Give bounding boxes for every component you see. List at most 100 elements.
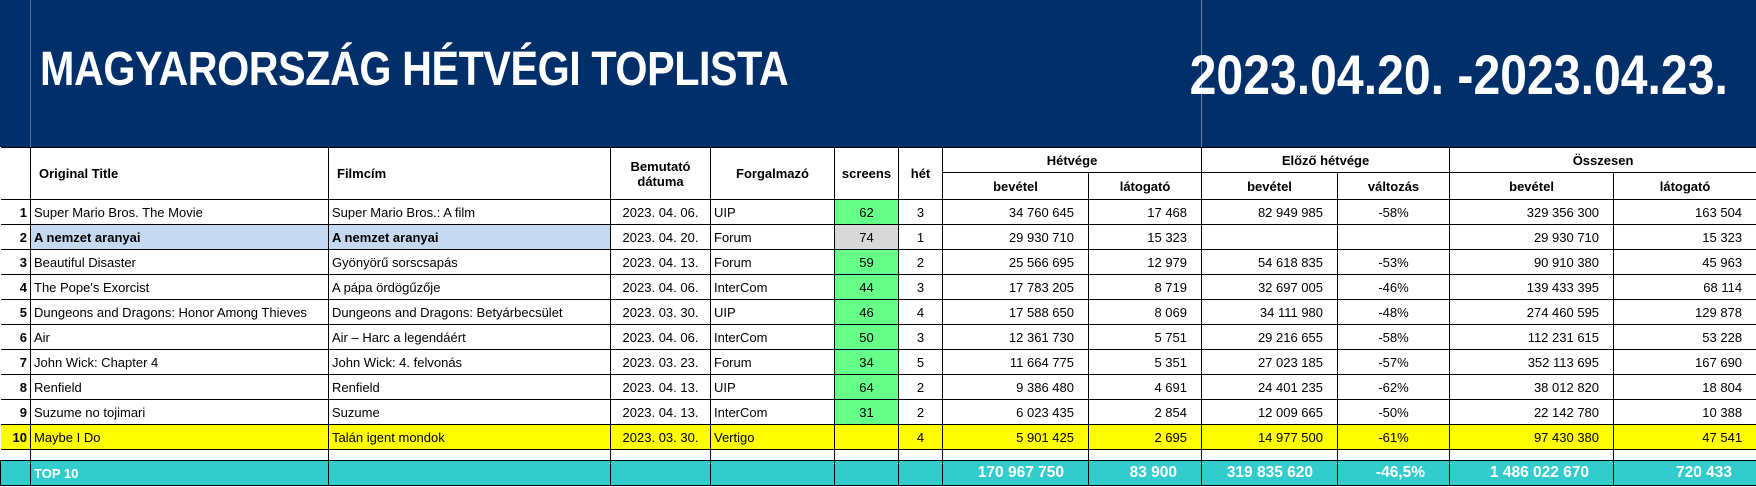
cell-total-revenue: 22 142 780 xyxy=(1449,399,1615,425)
cell-filmcim: Super Mario Bros.: A film xyxy=(328,199,611,225)
header-row-1: Original Title Filmcím Bemutató dátuma Fo… xyxy=(0,147,1756,200)
report-title: MAGYARORSZÁG HÉTVÉGI TOPLISTA xyxy=(40,43,789,96)
row-rank: 9 xyxy=(0,399,31,425)
cell-distributor: InterCom xyxy=(710,274,835,300)
cell-total-admissions: 163 504 xyxy=(1613,199,1756,225)
cell-screens: 50 xyxy=(834,324,899,350)
cell-weekend-admissions: 8 719 xyxy=(1087,274,1203,300)
cell-screens: 59 xyxy=(834,249,899,275)
cell-change xyxy=(1337,224,1451,250)
cell-distributor: Forum xyxy=(710,349,835,375)
spacer-cell xyxy=(1087,449,1203,461)
cell-total-revenue: 90 910 380 xyxy=(1449,249,1615,275)
cell-change: -58% xyxy=(1337,199,1451,225)
cell-distributor: InterCom xyxy=(710,399,835,425)
total-gutter xyxy=(0,460,31,486)
cell-week: 5 xyxy=(898,349,943,375)
col-elozo-valtozas: változás xyxy=(1337,172,1451,200)
col-bemutato: Bemutató dátuma xyxy=(610,147,711,200)
cell-weekend-admissions: 15 323 xyxy=(1087,224,1203,250)
cell-filmcim: John Wick: 4. felvonás xyxy=(328,349,611,375)
cell-release-date: 2023. 03. 30. xyxy=(610,424,711,450)
row-rank: 3 xyxy=(0,249,31,275)
total-empty xyxy=(610,460,711,486)
cell-prev-revenue: 12 009 665 xyxy=(1201,399,1339,425)
col-het: hét xyxy=(898,147,943,200)
cell-weekend-revenue: 17 783 205 xyxy=(942,274,1089,300)
cell-release-date: 2023. 03. 30. xyxy=(610,299,711,325)
cell-prev-revenue: 27 023 185 xyxy=(1201,349,1339,375)
header-divider xyxy=(1201,0,1202,147)
cell-weekend-revenue: 9 386 480 xyxy=(942,374,1089,400)
header-row-2: bevétel látogató bevétel változás bevéte… xyxy=(1,172,1756,200)
table-row: 10 Maybe I Do Talán igent mondok 2023. 03. … xyxy=(0,424,1756,450)
cell-week: 3 xyxy=(898,274,943,300)
cell-filmcim: A pápa ördögűzője xyxy=(328,274,611,300)
cell-total-revenue: 112 231 615 xyxy=(1449,324,1615,350)
row-rank: 7 xyxy=(0,349,31,375)
spacer-cell xyxy=(1449,449,1615,461)
table-row: 3 Beautiful Disaster Gyönyörű sorscsapás 20… xyxy=(0,249,1756,275)
box-office-table: Original Title Filmcím Bemutató dátuma Fo… xyxy=(0,147,1756,486)
row-rank: 6 xyxy=(0,324,31,350)
col-osszesen-latogato: látogató xyxy=(1613,172,1756,200)
col-hetvege-latogato: látogató xyxy=(1087,172,1203,200)
row-rank: 10 xyxy=(0,424,31,450)
cell-prev-revenue: 29 216 655 xyxy=(1201,324,1339,350)
cell-prev-revenue: 14 977 500 xyxy=(1201,424,1339,450)
cell-weekend-revenue: 6 023 435 xyxy=(942,399,1089,425)
spacer-cell xyxy=(834,449,899,461)
cell-filmcim: A nemzet aranyai xyxy=(328,224,611,250)
cell-release-date: 2023. 04. 13. xyxy=(610,249,711,275)
cell-filmcim: Gyönyörű sorscsapás xyxy=(328,249,611,275)
cell-distributor: UIP xyxy=(710,199,835,225)
row-rank: 4 xyxy=(0,274,31,300)
cell-weekend-admissions: 5 351 xyxy=(1087,349,1203,375)
cell-original-title: John Wick: Chapter 4 xyxy=(30,349,329,375)
cell-total-admissions: 129 878 xyxy=(1613,299,1756,325)
cell-total-revenue: 97 430 380 xyxy=(1449,424,1615,450)
cell-total-admissions: 15 323 xyxy=(1613,224,1756,250)
total-row: TOP 10 170 967 750 83 900 319 835 620 -46,5%… xyxy=(0,460,1756,486)
cell-screens: 74 xyxy=(834,224,899,250)
cell-change: -53% xyxy=(1337,249,1451,275)
group-hetvege: Hétvége xyxy=(941,147,1203,173)
cell-original-title: Dungeons and Dragons: Honor Among Thieve… xyxy=(30,299,329,325)
spacer-row xyxy=(0,449,1756,461)
cell-week: 2 xyxy=(898,249,943,275)
total-change: -46,5% xyxy=(1337,460,1451,486)
cell-release-date: 2023. 03. 23. xyxy=(610,349,711,375)
cell-change: -62% xyxy=(1337,374,1451,400)
cell-filmcim: Talán igent mondok xyxy=(328,424,611,450)
report-header: MAGYARORSZÁG HÉTVÉGI TOPLISTA 2023.04.20… xyxy=(0,0,1756,147)
spacer-cell xyxy=(328,449,611,461)
col-forgalmazo: Forgalmazó xyxy=(710,147,835,200)
cell-week: 1 xyxy=(898,224,943,250)
cell-prev-revenue xyxy=(1201,224,1339,250)
total-total-revenue: 1 486 022 670 xyxy=(1449,460,1615,486)
cell-filmcim: Suzume xyxy=(328,399,611,425)
cell-weekend-revenue: 12 361 730 xyxy=(942,324,1089,350)
col-bemutato-line1: Bemutató xyxy=(630,158,691,174)
gutter-cell xyxy=(0,147,31,200)
cell-original-title: Beautiful Disaster xyxy=(30,249,329,275)
cell-weekend-revenue: 34 760 645 xyxy=(942,199,1089,225)
cell-original-title: Air xyxy=(30,324,329,350)
cell-prev-revenue: 24 401 235 xyxy=(1201,374,1339,400)
col-filmcim: Filmcím xyxy=(328,147,611,200)
cell-total-admissions: 10 388 xyxy=(1613,399,1756,425)
cell-total-revenue: 352 113 695 xyxy=(1449,349,1615,375)
cell-distributor: Vertigo xyxy=(710,424,835,450)
col-hetvege-bevetel: bevétel xyxy=(942,172,1089,200)
col-osszesen-bevetel: bevétel xyxy=(1449,172,1615,200)
cell-change: -48% xyxy=(1337,299,1451,325)
cell-weekend-admissions: 8 069 xyxy=(1087,299,1203,325)
spacer-cell xyxy=(1613,449,1756,461)
report-date-range: 2023.04.20. -2023.04.23. xyxy=(1189,43,1728,106)
table-row: 6 Air Air – Harc a legendáért 2023. 04. 06.… xyxy=(0,324,1756,350)
cell-weekend-admissions: 5 751 xyxy=(1087,324,1203,350)
spacer-cell xyxy=(0,449,31,461)
cell-release-date: 2023. 04. 06. xyxy=(610,199,711,225)
cell-total-admissions: 167 690 xyxy=(1613,349,1756,375)
